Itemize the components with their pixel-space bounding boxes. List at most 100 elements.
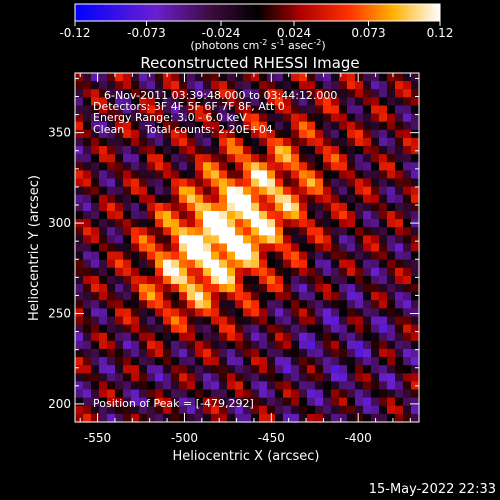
heatmap-cell — [331, 81, 340, 90]
heatmap-cell — [331, 235, 340, 245]
heatmap-cell — [243, 170, 252, 180]
heatmap-cell — [107, 202, 116, 212]
heatmap-cell — [163, 365, 172, 374]
heatmap-cell — [315, 324, 324, 334]
heatmap-cell — [187, 97, 196, 107]
heatmap-cell — [171, 97, 180, 107]
heatmap-cell — [99, 194, 108, 204]
heatmap-cell — [227, 373, 236, 383]
heatmap-cell — [371, 219, 380, 228]
heatmap-cell — [299, 413, 308, 423]
heatmap-cell — [339, 284, 348, 293]
heatmap-cell — [251, 105, 260, 115]
heatmap-cell — [179, 300, 188, 309]
heatmap-cell — [371, 292, 380, 301]
heatmap-cell — [355, 413, 364, 423]
heatmap-cell — [227, 324, 236, 334]
heatmap-cell — [203, 129, 212, 139]
heatmap-cell — [331, 186, 340, 196]
heatmap-cell — [75, 340, 84, 350]
heatmap-cell — [347, 308, 356, 318]
heatmap-cell — [75, 170, 84, 180]
heatmap-cell — [131, 154, 140, 163]
heatmap-cell — [75, 121, 84, 131]
heatmap-cell — [363, 210, 372, 220]
heatmap-cell — [251, 89, 260, 98]
heatmap-cell — [315, 178, 324, 188]
heatmap-cell — [155, 259, 164, 269]
heatmap-cell — [227, 186, 236, 196]
heatmap-cell — [99, 413, 108, 423]
heatmap-cell — [171, 178, 180, 188]
heatmap-cell — [163, 154, 172, 163]
heatmap-cell — [83, 227, 92, 236]
heatmap-cell — [347, 73, 356, 82]
heatmap-cell — [347, 227, 356, 236]
heatmap-cell — [331, 97, 340, 107]
heatmap-cell — [243, 186, 252, 196]
heatmap-cell — [339, 308, 348, 318]
heatmap-cell — [355, 81, 364, 90]
heatmap-cell — [187, 243, 196, 253]
heatmap-cell — [187, 308, 196, 318]
heatmap-cell — [123, 170, 132, 180]
heatmap-cell — [331, 243, 340, 253]
heatmap-cell — [147, 121, 156, 131]
heatmap-cell — [147, 267, 156, 277]
heatmap-cell — [395, 219, 404, 228]
heatmap-cell — [131, 186, 140, 196]
heatmap-cell — [395, 316, 404, 326]
heatmap-cell — [155, 162, 164, 171]
heatmap-cell — [331, 365, 340, 374]
heatmap-cell — [251, 243, 260, 253]
heatmap-cell — [355, 381, 364, 391]
heatmap-cell — [139, 146, 148, 155]
heatmap-cell — [115, 186, 124, 196]
heatmap-cell — [299, 89, 308, 98]
heatmap-cell — [211, 235, 220, 245]
heatmap-cell — [331, 219, 340, 228]
heatmap-cell — [403, 357, 412, 366]
heatmap-cell — [83, 170, 92, 180]
heatmap-cell — [171, 194, 180, 204]
heatmap-cell — [211, 170, 220, 180]
heatmap-cell — [267, 97, 276, 107]
heatmap-cell — [251, 324, 260, 334]
heatmap-cell — [123, 316, 132, 326]
heatmap-cell — [379, 137, 388, 147]
heatmap-cell — [179, 251, 188, 261]
heatmap-cell — [411, 357, 420, 366]
heatmap-cell — [211, 308, 220, 318]
heatmap-cell — [219, 113, 228, 123]
heatmap-cell — [395, 97, 404, 107]
heatmap-cell — [195, 113, 204, 123]
heatmap-cell — [131, 340, 140, 350]
heatmap-cell — [91, 121, 100, 131]
heatmap-cell — [259, 227, 268, 236]
heatmap-cell — [75, 162, 84, 171]
heatmap-cell — [267, 89, 276, 98]
heatmap-cell — [315, 202, 324, 212]
heatmap-cell — [315, 154, 324, 163]
heatmap-cell — [267, 121, 276, 131]
heatmap-cell — [107, 275, 116, 285]
heatmap-cell — [387, 105, 396, 115]
heatmap-cell — [115, 365, 124, 374]
heatmap-cell — [371, 275, 380, 285]
heatmap-cell — [347, 381, 356, 391]
heatmap-cell — [147, 154, 156, 163]
heatmap-cell — [107, 316, 116, 326]
heatmap-cell — [347, 162, 356, 171]
heatmap-cell — [139, 251, 148, 261]
heatmap-cell — [203, 292, 212, 301]
heatmap-cell — [379, 365, 388, 374]
heatmap-cell — [235, 348, 244, 358]
heatmap-cell — [219, 332, 228, 342]
heatmap-cell — [275, 202, 284, 212]
heatmap-cell — [163, 89, 172, 98]
heatmap-cell — [283, 389, 292, 399]
heatmap-cell — [339, 210, 348, 220]
heatmap-cell — [171, 357, 180, 366]
heatmap-cell — [243, 129, 252, 139]
heatmap-cell — [347, 219, 356, 228]
